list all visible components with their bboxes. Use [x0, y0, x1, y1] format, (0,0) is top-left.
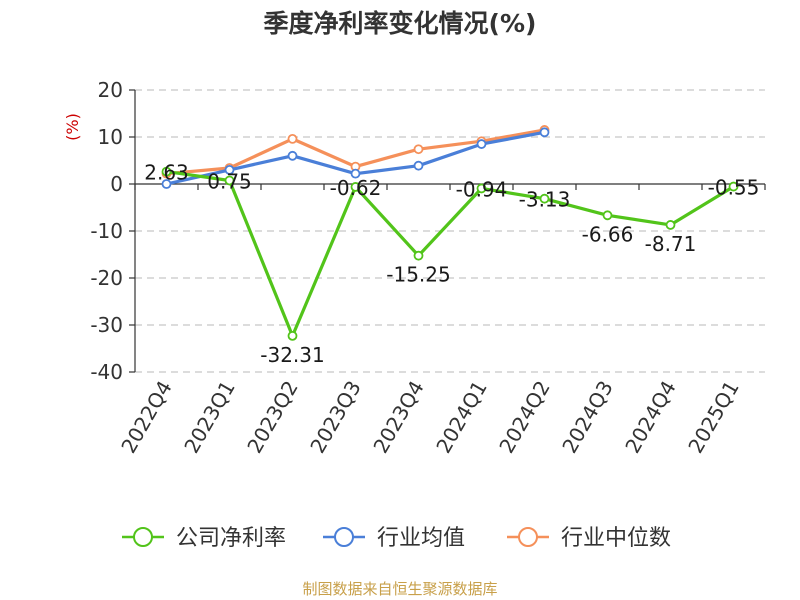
data-point — [161, 166, 172, 177]
data-point — [224, 175, 235, 186]
x-tick-label: 2023Q4 — [368, 377, 428, 458]
legend: 公司净利率 行业均值 行业中位数 — [122, 526, 671, 551]
x-tick-label: 2024Q2 — [494, 377, 554, 458]
y-tick-label: -10 — [90, 219, 123, 243]
legend-marker — [334, 527, 354, 547]
x-tick-label: 2023Q2 — [242, 377, 302, 458]
data-label: -6.66 — [582, 222, 634, 246]
data-point — [665, 220, 676, 230]
data-labels: 2.63 0.75 -32.31 -0.62 -15.25 -0.94 -3.13 -6.66… — [144, 161, 759, 367]
x-tick-label: 2024Q4 — [620, 377, 680, 458]
x-tick-label: 2022Q4 — [116, 377, 176, 458]
y-tick-label: 10 — [98, 125, 123, 149]
data-point — [476, 183, 487, 194]
data-label: 2.63 — [144, 161, 189, 185]
y-tick-label: 20 — [98, 78, 123, 102]
grid-lines — [135, 89, 765, 373]
x-tick-label: 2025Q1 — [683, 377, 743, 458]
y-tick-label: -40 — [90, 360, 123, 384]
data-point — [602, 210, 613, 221]
y-tick-label: -30 — [90, 313, 123, 337]
data-point — [224, 164, 235, 175]
x-tick-label: 2024Q3 — [557, 377, 617, 458]
data-label: 0.75 — [207, 169, 252, 193]
data-point — [539, 127, 550, 138]
data-label: -0.62 — [330, 176, 382, 200]
x-tick-label: 2024Q1 — [431, 377, 491, 458]
data-label: -32.31 — [260, 343, 324, 367]
y-axis-label: (%) — [63, 113, 82, 141]
data-point — [350, 168, 361, 179]
chart-title: 季度净利率变化情况(%) — [264, 9, 537, 38]
x-tick-label: 2023Q1 — [179, 377, 239, 458]
data-label: -8.71 — [645, 232, 697, 256]
data-point — [728, 181, 739, 192]
data-point — [287, 330, 298, 341]
data-point — [413, 250, 424, 261]
data-point — [287, 133, 298, 144]
data-point — [413, 160, 424, 171]
legend-marker — [133, 527, 153, 547]
series-layer — [161, 125, 739, 341]
series-line — [166, 170, 735, 338]
data-label: -3.13 — [519, 188, 571, 212]
data-point — [350, 182, 361, 192]
data-label: -0.94 — [456, 177, 508, 201]
data-point — [413, 144, 424, 155]
legend-label: 公司净利率 — [176, 526, 286, 551]
source-note: 制图数据来自恒生聚源数据库 — [302, 580, 497, 598]
legend-label: 行业均值 — [377, 526, 465, 551]
y-tick-label: -20 — [90, 266, 123, 290]
data-point — [539, 193, 550, 204]
data-label: -0.55 — [708, 176, 760, 200]
data-point — [287, 150, 298, 161]
data-point — [161, 179, 172, 189]
data-point — [476, 139, 487, 149]
y-tick-label: 0 — [110, 172, 123, 196]
legend-label: 行业中位数 — [561, 526, 671, 551]
legend-marker — [518, 527, 538, 547]
data-label: -15.25 — [386, 263, 450, 287]
x-tick-label: 2023Q3 — [305, 377, 365, 458]
